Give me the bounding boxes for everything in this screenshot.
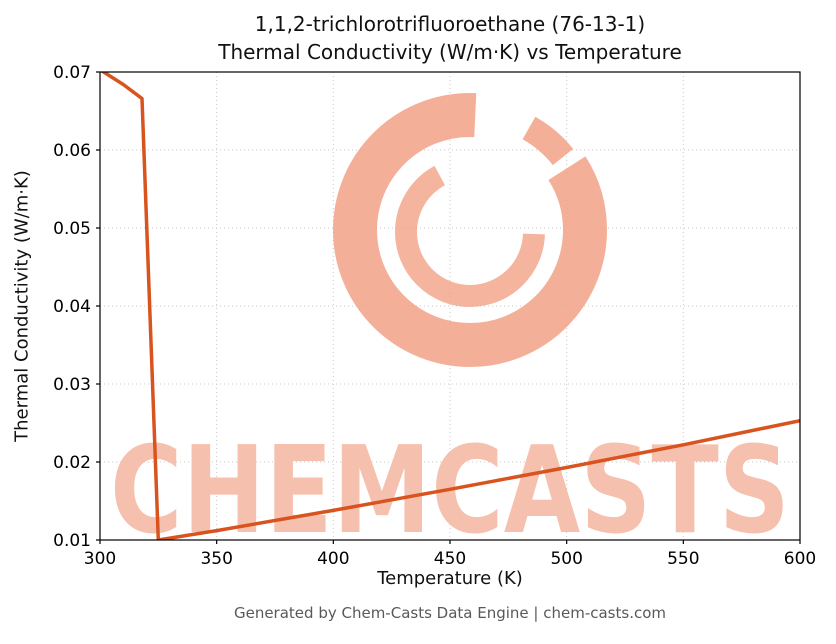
watermark-text: CHEMCASTS [110, 422, 790, 561]
y-tick-label: 0.06 [53, 141, 91, 161]
y-tick-label: 0.07 [53, 63, 91, 83]
chart-title: 1,1,2-trichlorotrifluoroethane (76-13-1)… [100, 10, 800, 66]
watermark-logo-inner-swirl [395, 157, 545, 307]
footer-credit: Generated by Chem-Casts Data Engine | ch… [233, 604, 667, 622]
y-axis-label: Thermal Conductivity (W/m·K) [11, 170, 33, 442]
x-axis-label: Temperature (K) [377, 568, 523, 589]
data-line-thermal-conductivity [100, 72, 800, 540]
x-tick-label: 500 [550, 549, 582, 569]
chart-title-line2: Thermal Conductivity (W/m·K) vs Temperat… [218, 40, 682, 64]
y-tick-label: 0.05 [53, 219, 91, 239]
x-tick-label: 300 [84, 549, 116, 569]
watermark-logo-outer-ring [333, 93, 607, 367]
watermark: CHEMCASTS [110, 93, 790, 561]
x-tick-label: 400 [317, 549, 349, 569]
x-tick-label: 350 [200, 549, 232, 569]
y-tick-label: 0.04 [53, 297, 91, 317]
x-tick-label: 550 [667, 549, 699, 569]
chart-title-line1: 1,1,2-trichlorotrifluoroethane (76-13-1) [254, 12, 646, 36]
x-tick-label: 600 [784, 549, 816, 569]
y-tick-label: 0.03 [53, 375, 91, 395]
watermark-logo-brush-dash [522, 116, 574, 166]
y-tick-label: 0.02 [53, 453, 91, 473]
y-tick-label: 0.01 [53, 531, 91, 551]
x-tick-label: 450 [434, 549, 466, 569]
